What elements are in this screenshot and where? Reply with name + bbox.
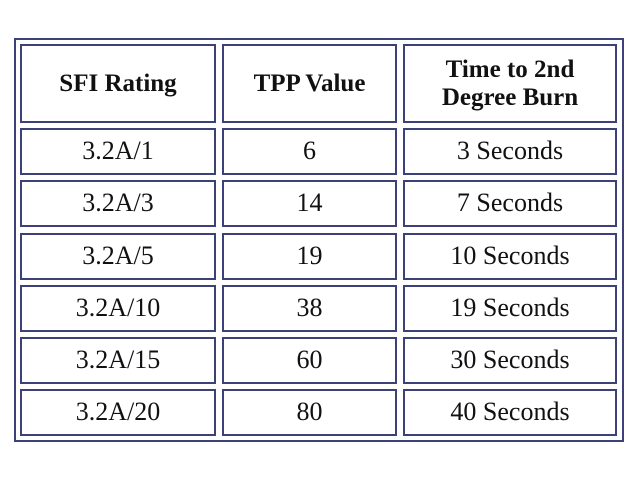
table-cell: 40 Seconds [403,389,617,436]
table-cell: 3 Seconds [403,128,617,175]
table-cell: 19 Seconds [403,285,617,332]
header-cell: Time to 2nd Degree Burn [403,44,617,123]
table-cell: 14 [222,180,397,227]
table-cell: 6 [222,128,397,175]
table-cell: 80 [222,389,397,436]
table-cell: 30 Seconds [403,337,617,384]
table-cell: 60 [222,337,397,384]
table-cell: 10 Seconds [403,233,617,280]
table-cell: 7 Seconds [403,180,617,227]
table-cell: 3.2A/15 [20,337,216,384]
table-cell: 3.2A/10 [20,285,216,332]
table-cell: 3.2A/20 [20,389,216,436]
header-cell: SFI Rating [20,44,216,123]
table-cell: 3.2A/1 [20,128,216,175]
table-cell: 3.2A/3 [20,180,216,227]
table-cell: 38 [222,285,397,332]
table-cell: 19 [222,233,397,280]
table-frame [14,38,624,442]
header-cell: TPP Value [222,44,397,123]
table-cell: 3.2A/5 [20,233,216,280]
